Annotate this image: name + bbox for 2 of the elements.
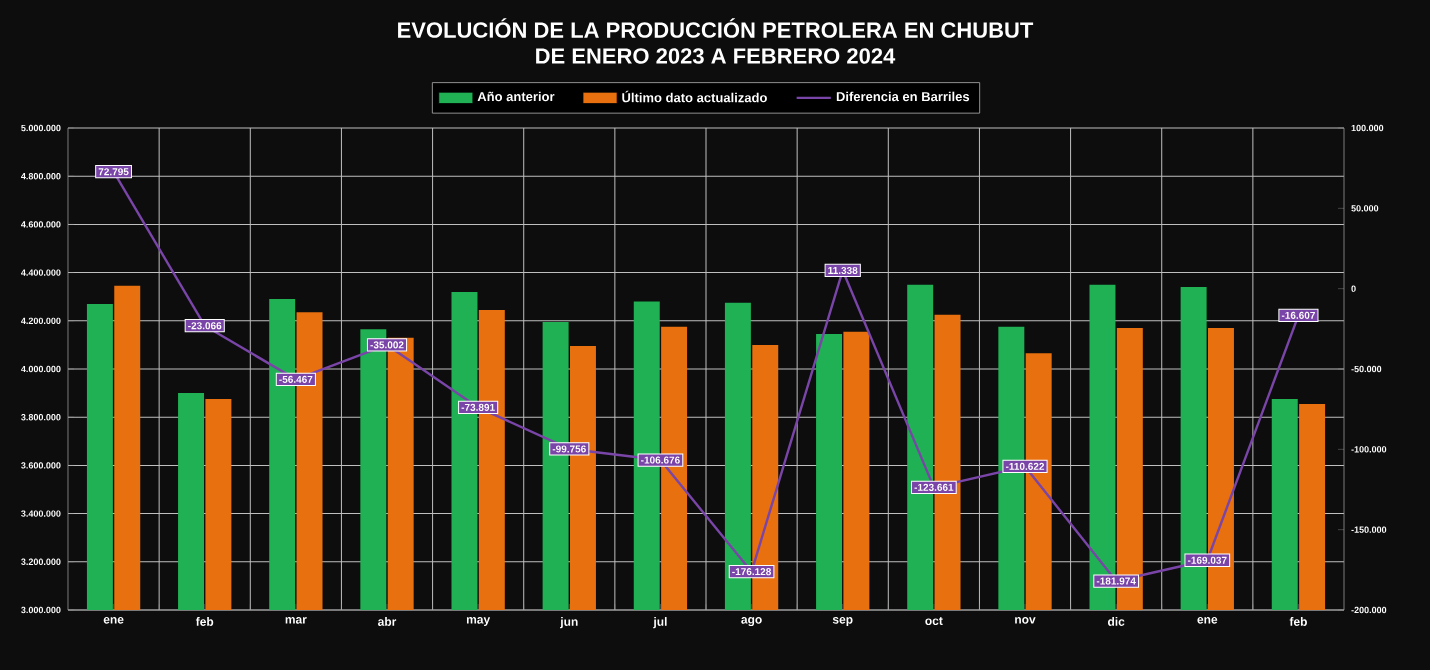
chart-subtitle: DE ENERO 2023 A FEBRERO 2024 bbox=[536, 48, 896, 64]
chart-title: EVOLUCIÓN DE LA PRODUCCIÓN PETROLERA EN CHUBUT bbox=[398, 18, 1034, 38]
